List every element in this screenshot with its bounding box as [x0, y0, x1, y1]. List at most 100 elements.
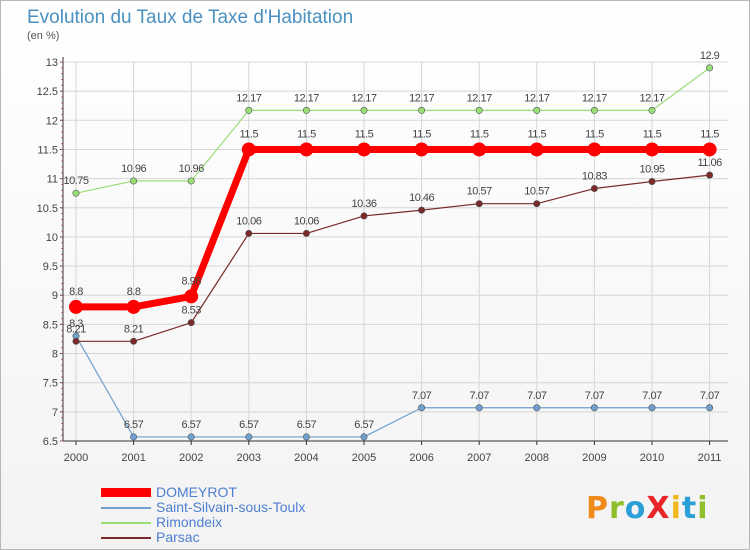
y-tick-label: 9	[52, 290, 58, 302]
data-point	[706, 404, 714, 412]
data-point	[245, 106, 253, 114]
data-label: 11.5	[700, 128, 719, 140]
data-point	[587, 142, 602, 157]
data-label: 7.07	[527, 390, 547, 402]
data-label: 10.96	[179, 163, 204, 175]
data-label: 12.17	[294, 92, 319, 104]
data-point	[475, 404, 483, 412]
y-tick-label: 8.5	[43, 319, 58, 331]
series-line-2	[75, 67, 710, 194]
legend-label: DOMEYROT	[156, 484, 237, 500]
data-label: 11.5	[528, 128, 547, 140]
data-point	[302, 433, 310, 441]
data-label: 6.57	[297, 419, 317, 431]
data-label: 10.57	[467, 186, 492, 198]
y-tick-label: 12	[46, 115, 58, 127]
data-point	[590, 106, 598, 114]
data-point	[187, 433, 195, 441]
data-label: 10.06	[294, 215, 319, 227]
y-tick-label: 13	[46, 57, 58, 69]
data-point	[706, 171, 714, 179]
data-label: 8.8	[127, 286, 141, 298]
x-tick-label: 2008	[525, 452, 549, 464]
data-point	[126, 299, 141, 314]
data-point	[533, 404, 541, 412]
data-label: 12.17	[639, 92, 664, 104]
data-label: 10.57	[524, 186, 549, 198]
data-label: 8.21	[124, 323, 144, 335]
data-label: 11.5	[412, 128, 431, 140]
data-point	[472, 142, 487, 157]
data-point	[245, 229, 253, 237]
data-point	[299, 142, 314, 157]
data-label: 12.17	[524, 92, 549, 104]
x-tick-label: 2003	[237, 452, 261, 464]
data-label: 7.07	[642, 390, 662, 402]
y-tick-label: 8	[52, 349, 58, 361]
data-point	[529, 142, 544, 157]
data-point	[357, 142, 371, 157]
data-point	[648, 178, 656, 186]
x-tick-label: 2004	[294, 452, 318, 464]
data-point	[702, 142, 717, 157]
legend-swatch	[101, 506, 151, 509]
y-tick-label: 12.5	[37, 86, 58, 98]
y-tick-label: 9.5	[43, 261, 58, 273]
data-label: 8.8	[69, 286, 83, 298]
data-point	[475, 106, 483, 114]
y-tick-label: 11.5	[37, 144, 58, 156]
data-label: 12.17	[236, 92, 261, 104]
data-point	[72, 337, 80, 345]
data-label: 7.07	[412, 390, 432, 402]
data-label: 7.07	[469, 390, 489, 402]
data-point	[130, 337, 138, 345]
x-tick-label: 2005	[352, 452, 376, 464]
data-point	[130, 433, 138, 441]
data-label: 10.06	[236, 215, 261, 227]
data-label: 11.5	[643, 128, 662, 140]
data-label: 7.07	[585, 390, 605, 402]
data-point	[648, 106, 656, 114]
data-point	[302, 229, 310, 237]
y-tick-label: 10.5	[37, 203, 58, 215]
series-line-3	[76, 174, 710, 342]
proxiti-logo: ProXiti	[586, 491, 709, 526]
data-point	[241, 142, 256, 157]
series-line-1	[75, 335, 710, 438]
legend-label: Saint-Silvain-sous-Toulx	[156, 499, 306, 515]
data-label: 8.3	[69, 318, 83, 330]
legend-swatch	[101, 521, 151, 524]
data-label: 12.9	[700, 50, 720, 62]
legend-label: Rimondeix	[156, 514, 223, 530]
data-label: 11.5	[470, 128, 489, 140]
data-label: 10.95	[639, 164, 664, 176]
data-point	[706, 64, 714, 72]
data-point	[187, 319, 195, 327]
data-point	[360, 106, 368, 114]
data-label: 10.46	[409, 192, 434, 204]
y-tick-label: 7.5	[43, 378, 58, 390]
x-tick-label: 2001	[121, 452, 145, 464]
data-label: 10.96	[121, 163, 146, 175]
x-tick-label: 2009	[582, 452, 606, 464]
data-point	[418, 106, 426, 114]
data-point	[418, 206, 426, 214]
legend-swatch	[101, 536, 151, 539]
data-point	[475, 200, 483, 208]
data-label: 12.17	[409, 92, 434, 104]
data-label: 6.57	[239, 419, 259, 431]
data-label: 10.75	[63, 175, 88, 187]
data-point	[360, 433, 368, 441]
x-tick-label: 2002	[179, 452, 203, 464]
data-point	[533, 200, 541, 208]
y-tick-label: 10	[46, 232, 58, 244]
data-point	[590, 404, 598, 412]
data-label: 11.5	[585, 128, 604, 140]
data-point	[72, 189, 80, 197]
data-label: 8.53	[181, 305, 201, 317]
x-tick-label: 2007	[467, 452, 491, 464]
data-point	[302, 106, 310, 114]
data-label: 6.57	[181, 419, 201, 431]
data-point	[648, 404, 656, 412]
